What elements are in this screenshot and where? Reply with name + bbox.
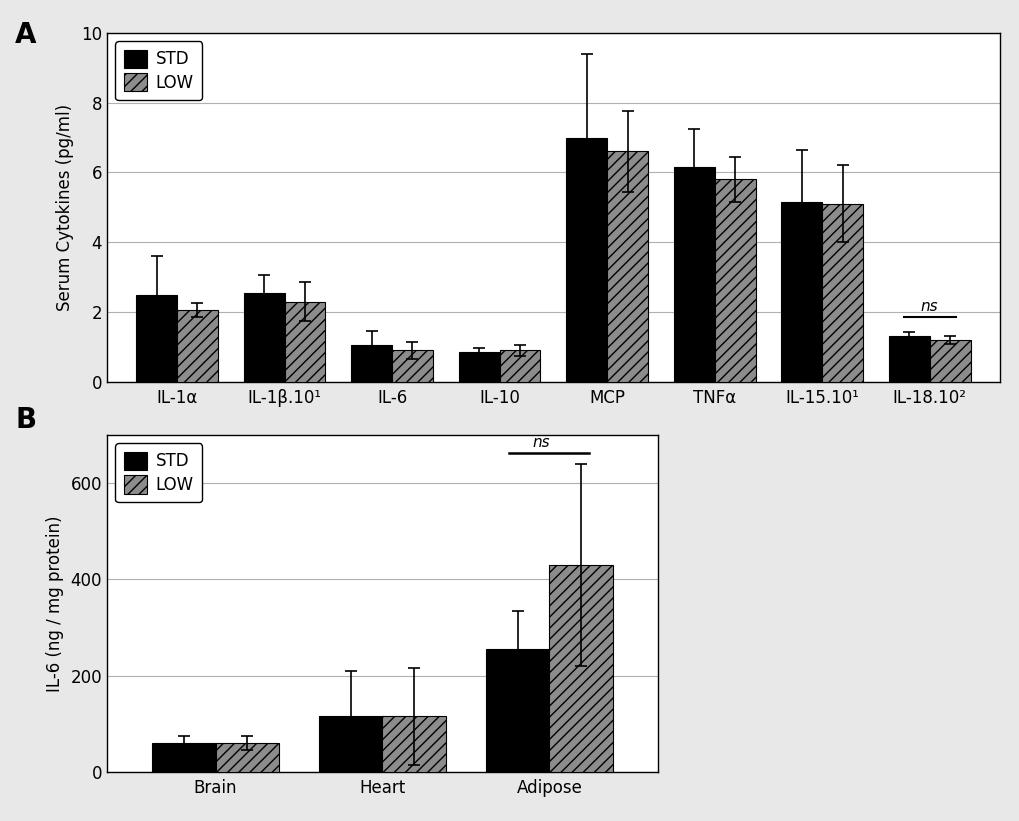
- Bar: [459, 352, 499, 382]
- Bar: [714, 179, 755, 382]
- Bar: [928, 340, 970, 382]
- Bar: [152, 743, 215, 772]
- Bar: [382, 717, 445, 772]
- Bar: [549, 565, 612, 772]
- Bar: [215, 743, 279, 772]
- Y-axis label: IL-6 (ng / mg protein): IL-6 (ng / mg protein): [46, 516, 63, 691]
- Bar: [319, 717, 382, 772]
- Bar: [606, 151, 647, 382]
- Bar: [391, 351, 432, 382]
- Bar: [674, 167, 714, 382]
- Bar: [284, 301, 325, 382]
- Bar: [177, 310, 218, 382]
- Text: A: A: [15, 21, 37, 48]
- Bar: [485, 649, 549, 772]
- Y-axis label: Serum Cytokines (pg/ml): Serum Cytokines (pg/ml): [56, 103, 74, 311]
- Bar: [136, 295, 177, 382]
- Bar: [499, 351, 540, 382]
- Bar: [244, 293, 284, 382]
- Bar: [888, 337, 928, 382]
- Legend: STD, LOW: STD, LOW: [115, 41, 202, 100]
- Bar: [781, 202, 821, 382]
- Text: ns: ns: [920, 300, 937, 314]
- Text: B: B: [15, 406, 37, 434]
- Bar: [351, 345, 391, 382]
- Legend: STD, LOW: STD, LOW: [115, 443, 202, 502]
- Bar: [821, 204, 862, 382]
- Bar: [566, 137, 606, 382]
- Text: ns: ns: [532, 434, 549, 450]
